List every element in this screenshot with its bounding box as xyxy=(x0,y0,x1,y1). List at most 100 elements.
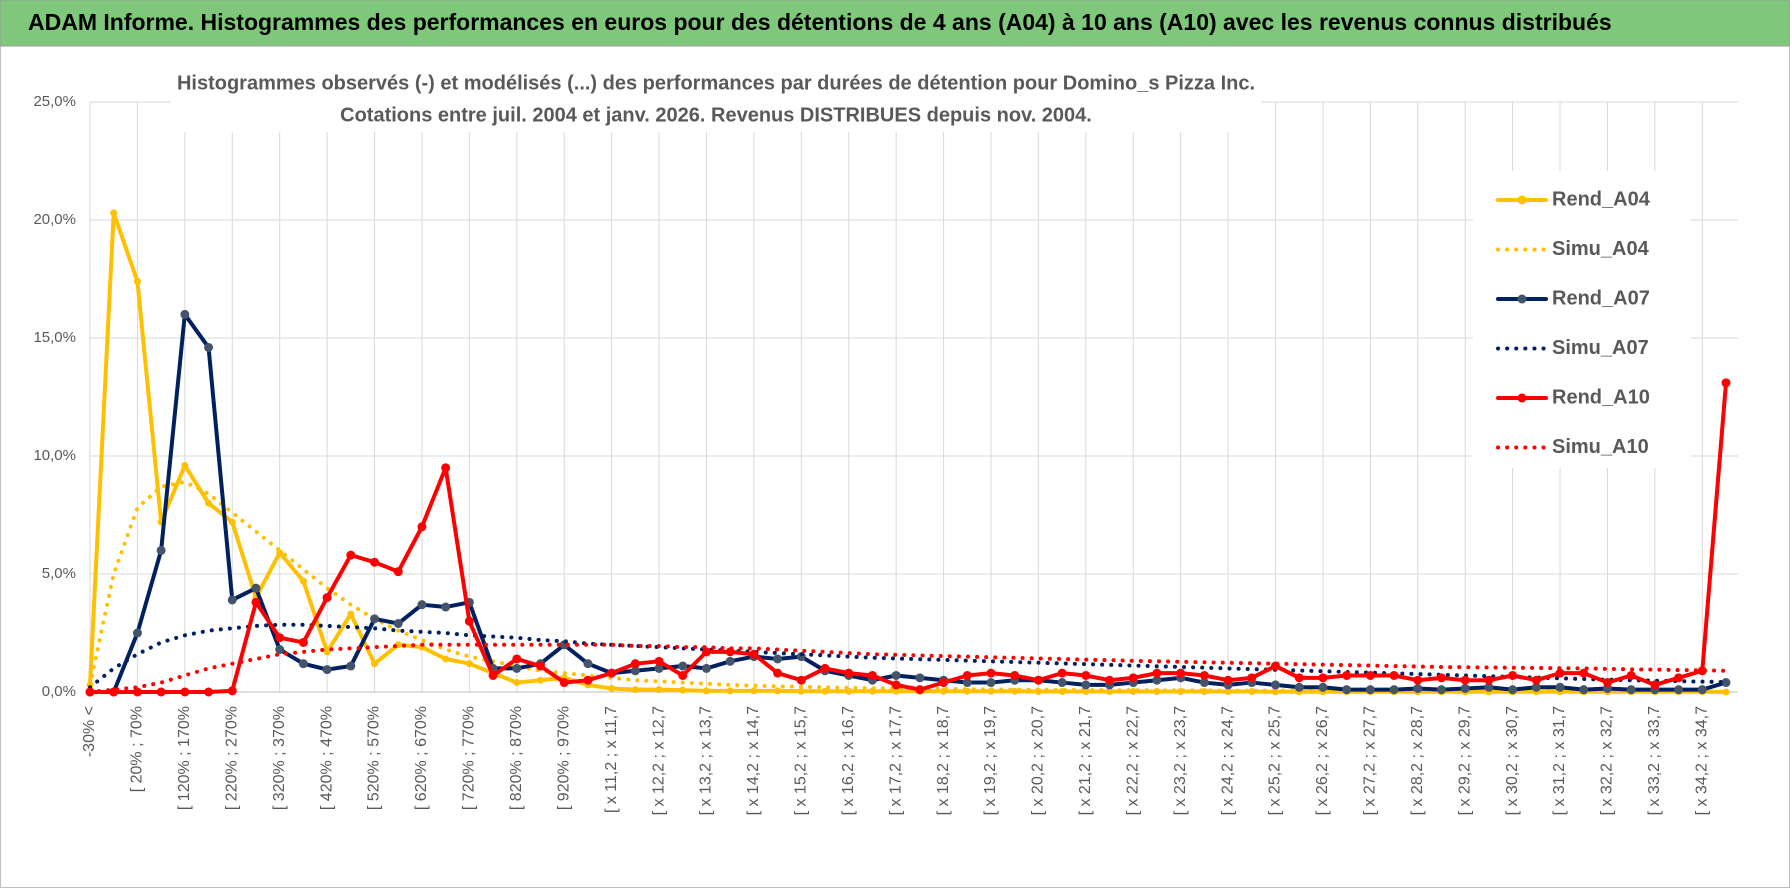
data-point xyxy=(797,687,805,695)
data-point xyxy=(725,656,735,666)
data-point xyxy=(1626,670,1636,680)
data-point xyxy=(630,666,640,676)
data-point xyxy=(1436,685,1446,695)
data-point xyxy=(1508,670,1518,680)
data-point xyxy=(1057,678,1067,688)
data-point xyxy=(227,686,237,696)
series-line xyxy=(88,312,1728,694)
x-tick-label: [ x 26,2 ; x 26,7 xyxy=(1314,706,1331,816)
data-point xyxy=(1342,685,1352,695)
data-point xyxy=(1199,678,1209,688)
header-bar xyxy=(0,0,1790,47)
data-point xyxy=(132,628,142,638)
data-point xyxy=(1057,668,1067,678)
y-tick-label: 5,0% xyxy=(42,565,76,582)
data-point xyxy=(1152,675,1162,685)
data-point xyxy=(1176,668,1186,678)
data-point xyxy=(441,463,451,473)
x-tick-label: [ 120% ; 170% xyxy=(176,706,193,810)
data-point xyxy=(1722,688,1730,696)
data-point xyxy=(630,659,640,669)
data-point xyxy=(205,499,213,507)
x-tick-label: [ x 32,2 ; x 32,7 xyxy=(1599,706,1616,816)
data-point xyxy=(1674,685,1684,695)
legend-label: Rend_A10 xyxy=(1552,386,1650,408)
data-point xyxy=(844,668,854,678)
data-point xyxy=(1460,683,1470,693)
legend-label: Simu_A07 xyxy=(1552,337,1649,359)
data-point xyxy=(322,665,332,675)
data-point xyxy=(1105,675,1115,685)
data-point xyxy=(346,661,356,671)
data-point xyxy=(393,619,403,629)
data-point xyxy=(464,616,474,626)
data-point xyxy=(1247,673,1257,683)
data-point xyxy=(1602,678,1612,688)
data-point xyxy=(1010,670,1020,680)
data-point xyxy=(1721,678,1731,688)
data-point xyxy=(583,675,593,685)
data-point xyxy=(654,663,664,673)
data-point xyxy=(750,687,758,695)
data-point xyxy=(1294,682,1304,692)
data-point xyxy=(1650,680,1660,690)
data-point xyxy=(1129,688,1137,696)
data-point xyxy=(915,673,925,683)
x-tick-label: [ x 34,2 ; x 34,7 xyxy=(1694,706,1711,816)
chart-subtitle: Cotations entre juil. 2004 et janv. 2026… xyxy=(340,104,1092,126)
data-point xyxy=(417,522,427,532)
x-tick-label: [ x 28,2 ; x 28,7 xyxy=(1409,706,1426,816)
data-point xyxy=(1223,675,1233,685)
data-point xyxy=(1318,682,1328,692)
title-background xyxy=(171,68,1261,132)
legend-background xyxy=(1473,171,1691,468)
data-point xyxy=(655,686,663,694)
data-point xyxy=(132,687,142,697)
y-tick-label: 25,0% xyxy=(33,93,76,110)
x-tick-label: [ x 15,2 ; x 15,7 xyxy=(793,706,810,816)
data-point xyxy=(204,342,214,352)
data-point xyxy=(583,659,593,669)
data-point xyxy=(1484,682,1494,692)
data-point xyxy=(512,663,522,673)
data-point xyxy=(1389,670,1399,680)
data-point xyxy=(678,670,688,680)
data-point xyxy=(1626,685,1636,695)
data-point xyxy=(702,687,710,695)
data-point xyxy=(1011,687,1019,695)
data-point xyxy=(298,659,308,669)
y-tick-label: 15,0% xyxy=(33,329,76,346)
x-tick-label: [ x 27,2 ; x 27,7 xyxy=(1362,706,1379,816)
data-point xyxy=(1342,670,1352,680)
data-point xyxy=(204,687,214,697)
data-point xyxy=(1531,675,1541,685)
data-point xyxy=(1318,673,1328,683)
data-point xyxy=(559,678,569,688)
data-point xyxy=(513,679,521,687)
data-point xyxy=(631,686,639,694)
data-point xyxy=(1555,668,1565,678)
data-point xyxy=(796,675,806,685)
data-point xyxy=(1484,675,1494,685)
x-tick-label: [ 920% ; 970% xyxy=(555,706,572,810)
data-point xyxy=(821,687,829,695)
data-point xyxy=(867,670,877,680)
data-point xyxy=(442,655,450,663)
data-point xyxy=(156,687,166,697)
data-point xyxy=(773,654,783,664)
data-point xyxy=(1413,683,1423,693)
x-tick-label: [ x 13,2 ; x 13,7 xyxy=(698,706,715,816)
data-point xyxy=(322,593,332,603)
data-point xyxy=(1460,675,1470,685)
data-point xyxy=(1294,673,1304,683)
data-point xyxy=(939,678,949,688)
data-point xyxy=(512,654,522,664)
data-point xyxy=(347,610,355,618)
data-point xyxy=(1271,680,1281,690)
x-tick-label: [ x 22,2 ; x 22,7 xyxy=(1124,706,1141,816)
x-tick-label: [ x 20,2 ; x 20,7 xyxy=(1030,706,1047,816)
y-tick-label: 10,0% xyxy=(33,447,76,464)
y-tick-label: 20,0% xyxy=(33,211,76,228)
data-point xyxy=(228,518,236,526)
data-point xyxy=(701,647,711,657)
